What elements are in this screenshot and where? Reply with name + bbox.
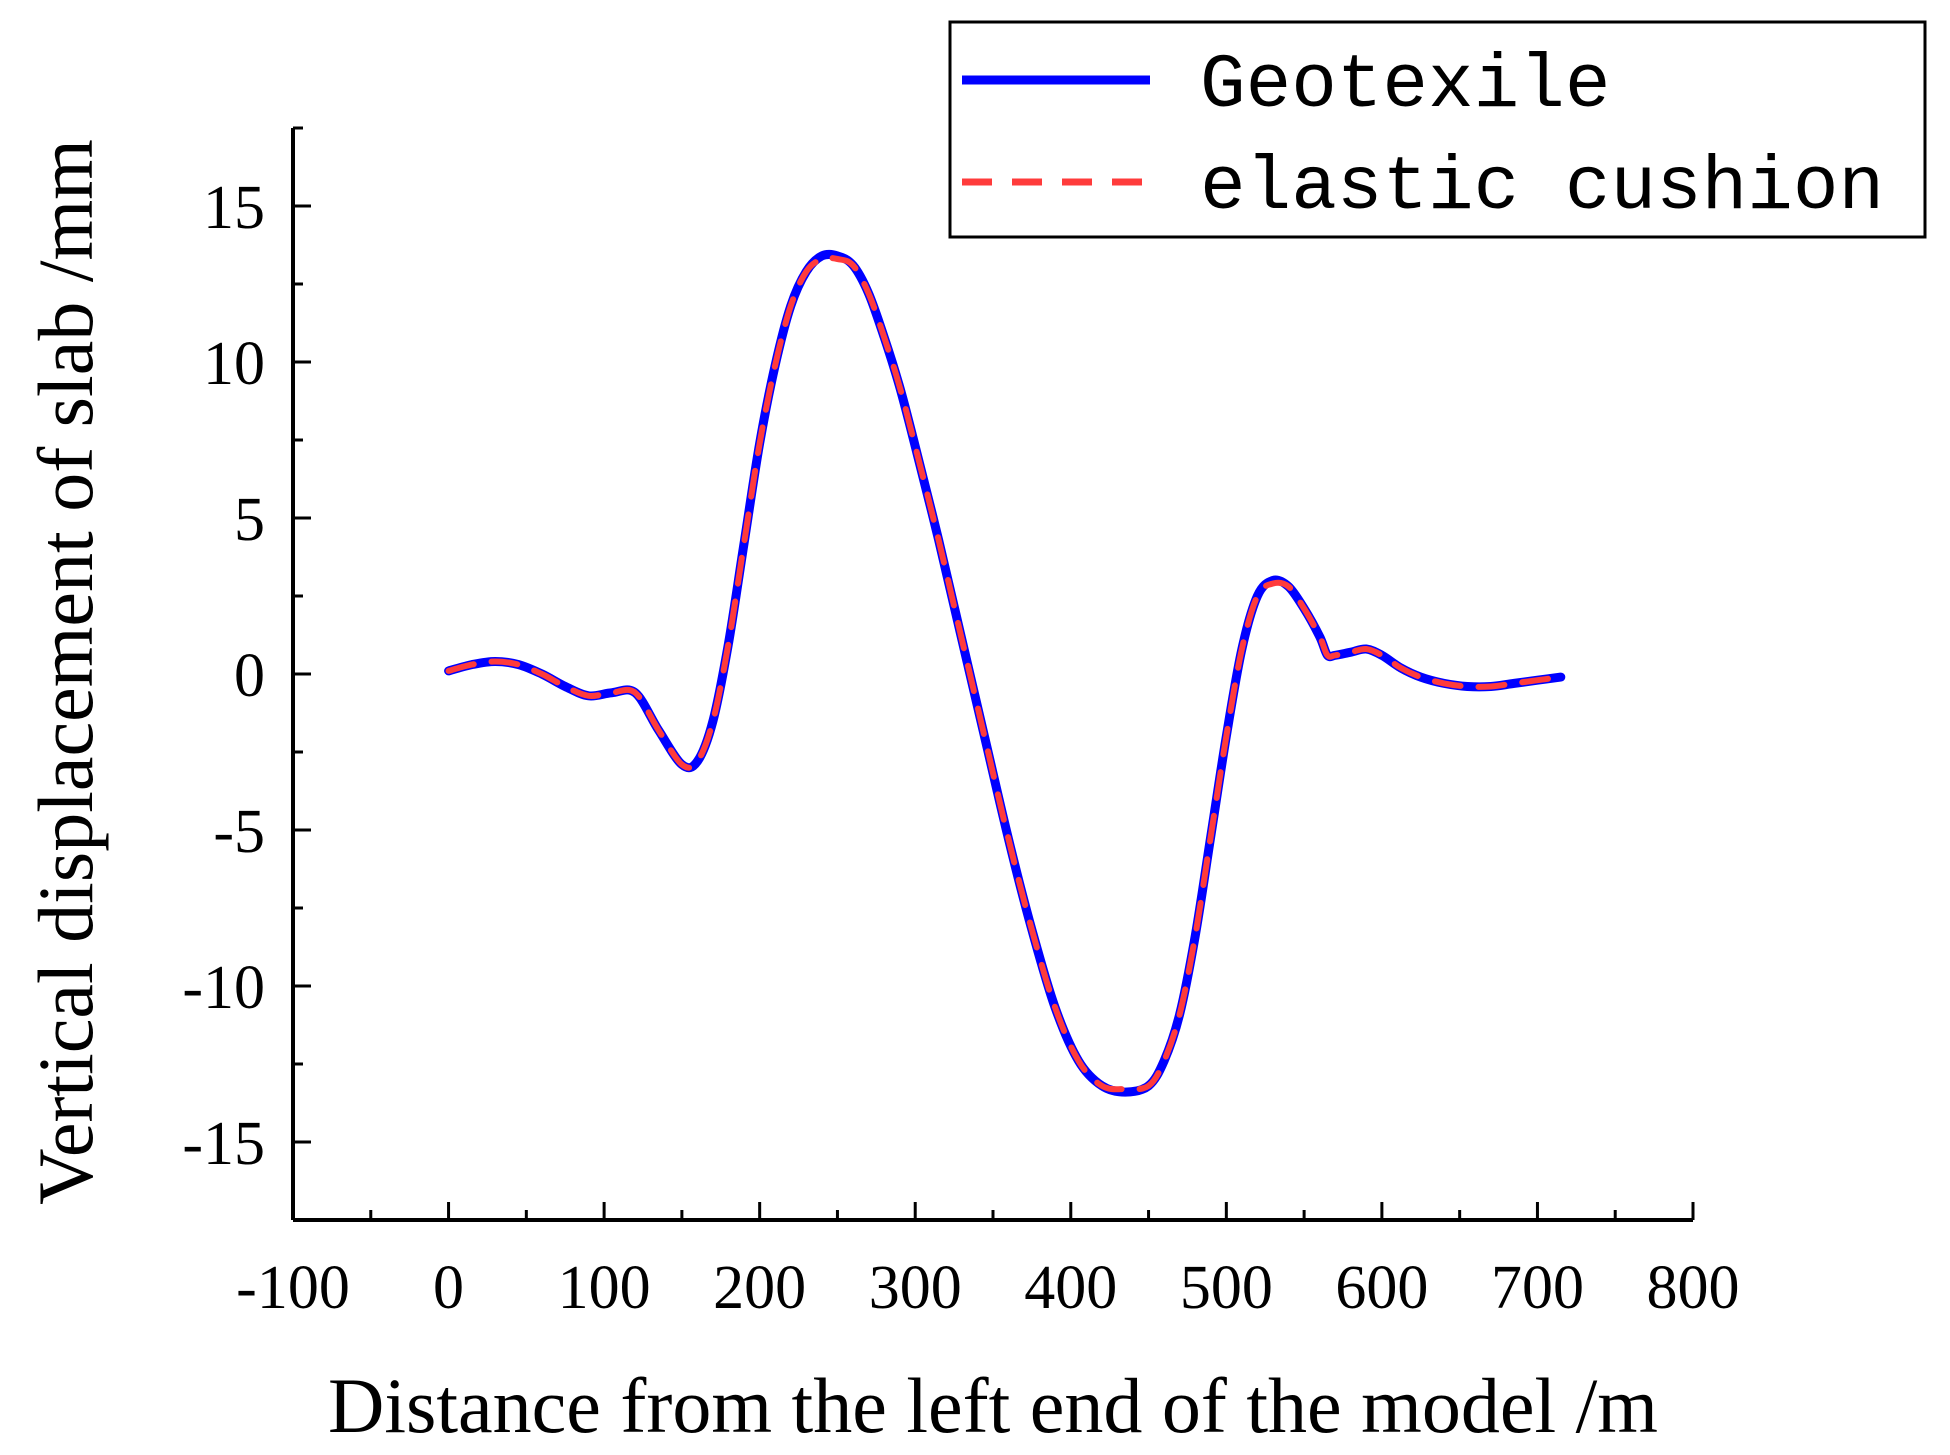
x-tick-label: 0 [433,1254,464,1322]
x-tick-label: 800 [1647,1254,1740,1322]
x-tick-label: 200 [713,1254,806,1322]
y-tick-label: -10 [182,954,265,1022]
y-tick-label: -5 [213,798,265,866]
x-tick-label: 600 [1335,1254,1428,1322]
y-ticks: -15 -10 -5 0 5 10 15 [182,126,311,1222]
series-line-geotexile [444,249,1566,1097]
axes [291,128,1693,1222]
x-tick-label: -100 [236,1254,350,1322]
x-tick-label: 300 [869,1254,962,1322]
y-tick-label: 10 [203,330,265,398]
legend: Geotexile elastic cushion [948,20,1927,239]
x-axis-title: Distance from the left end of the model … [328,1362,1658,1449]
y-tick-label: 0 [234,642,265,710]
series-group [444,249,1566,1097]
y-tick-label: -15 [182,1110,265,1178]
x-tick-label: 400 [1024,1254,1117,1322]
legend-label-elastic-cushion: elastic cushion [1200,145,1884,231]
legend-label-geotexile: Geotexile [1200,43,1610,129]
y-tick-label: 5 [234,486,265,554]
x-tick-label: 100 [558,1254,651,1322]
y-axis-title: Vertical displacement of slab /mm [22,139,109,1205]
x-tick-label: 700 [1491,1254,1584,1322]
legend-box [948,20,1927,239]
y-tick-label: 15 [203,174,265,242]
x-ticks: -100 0 100 200 300 400 500 600 700 800 [236,1202,1740,1322]
x-tick-label: 500 [1180,1254,1273,1322]
series-line-elastic-cushion [445,254,1564,1093]
